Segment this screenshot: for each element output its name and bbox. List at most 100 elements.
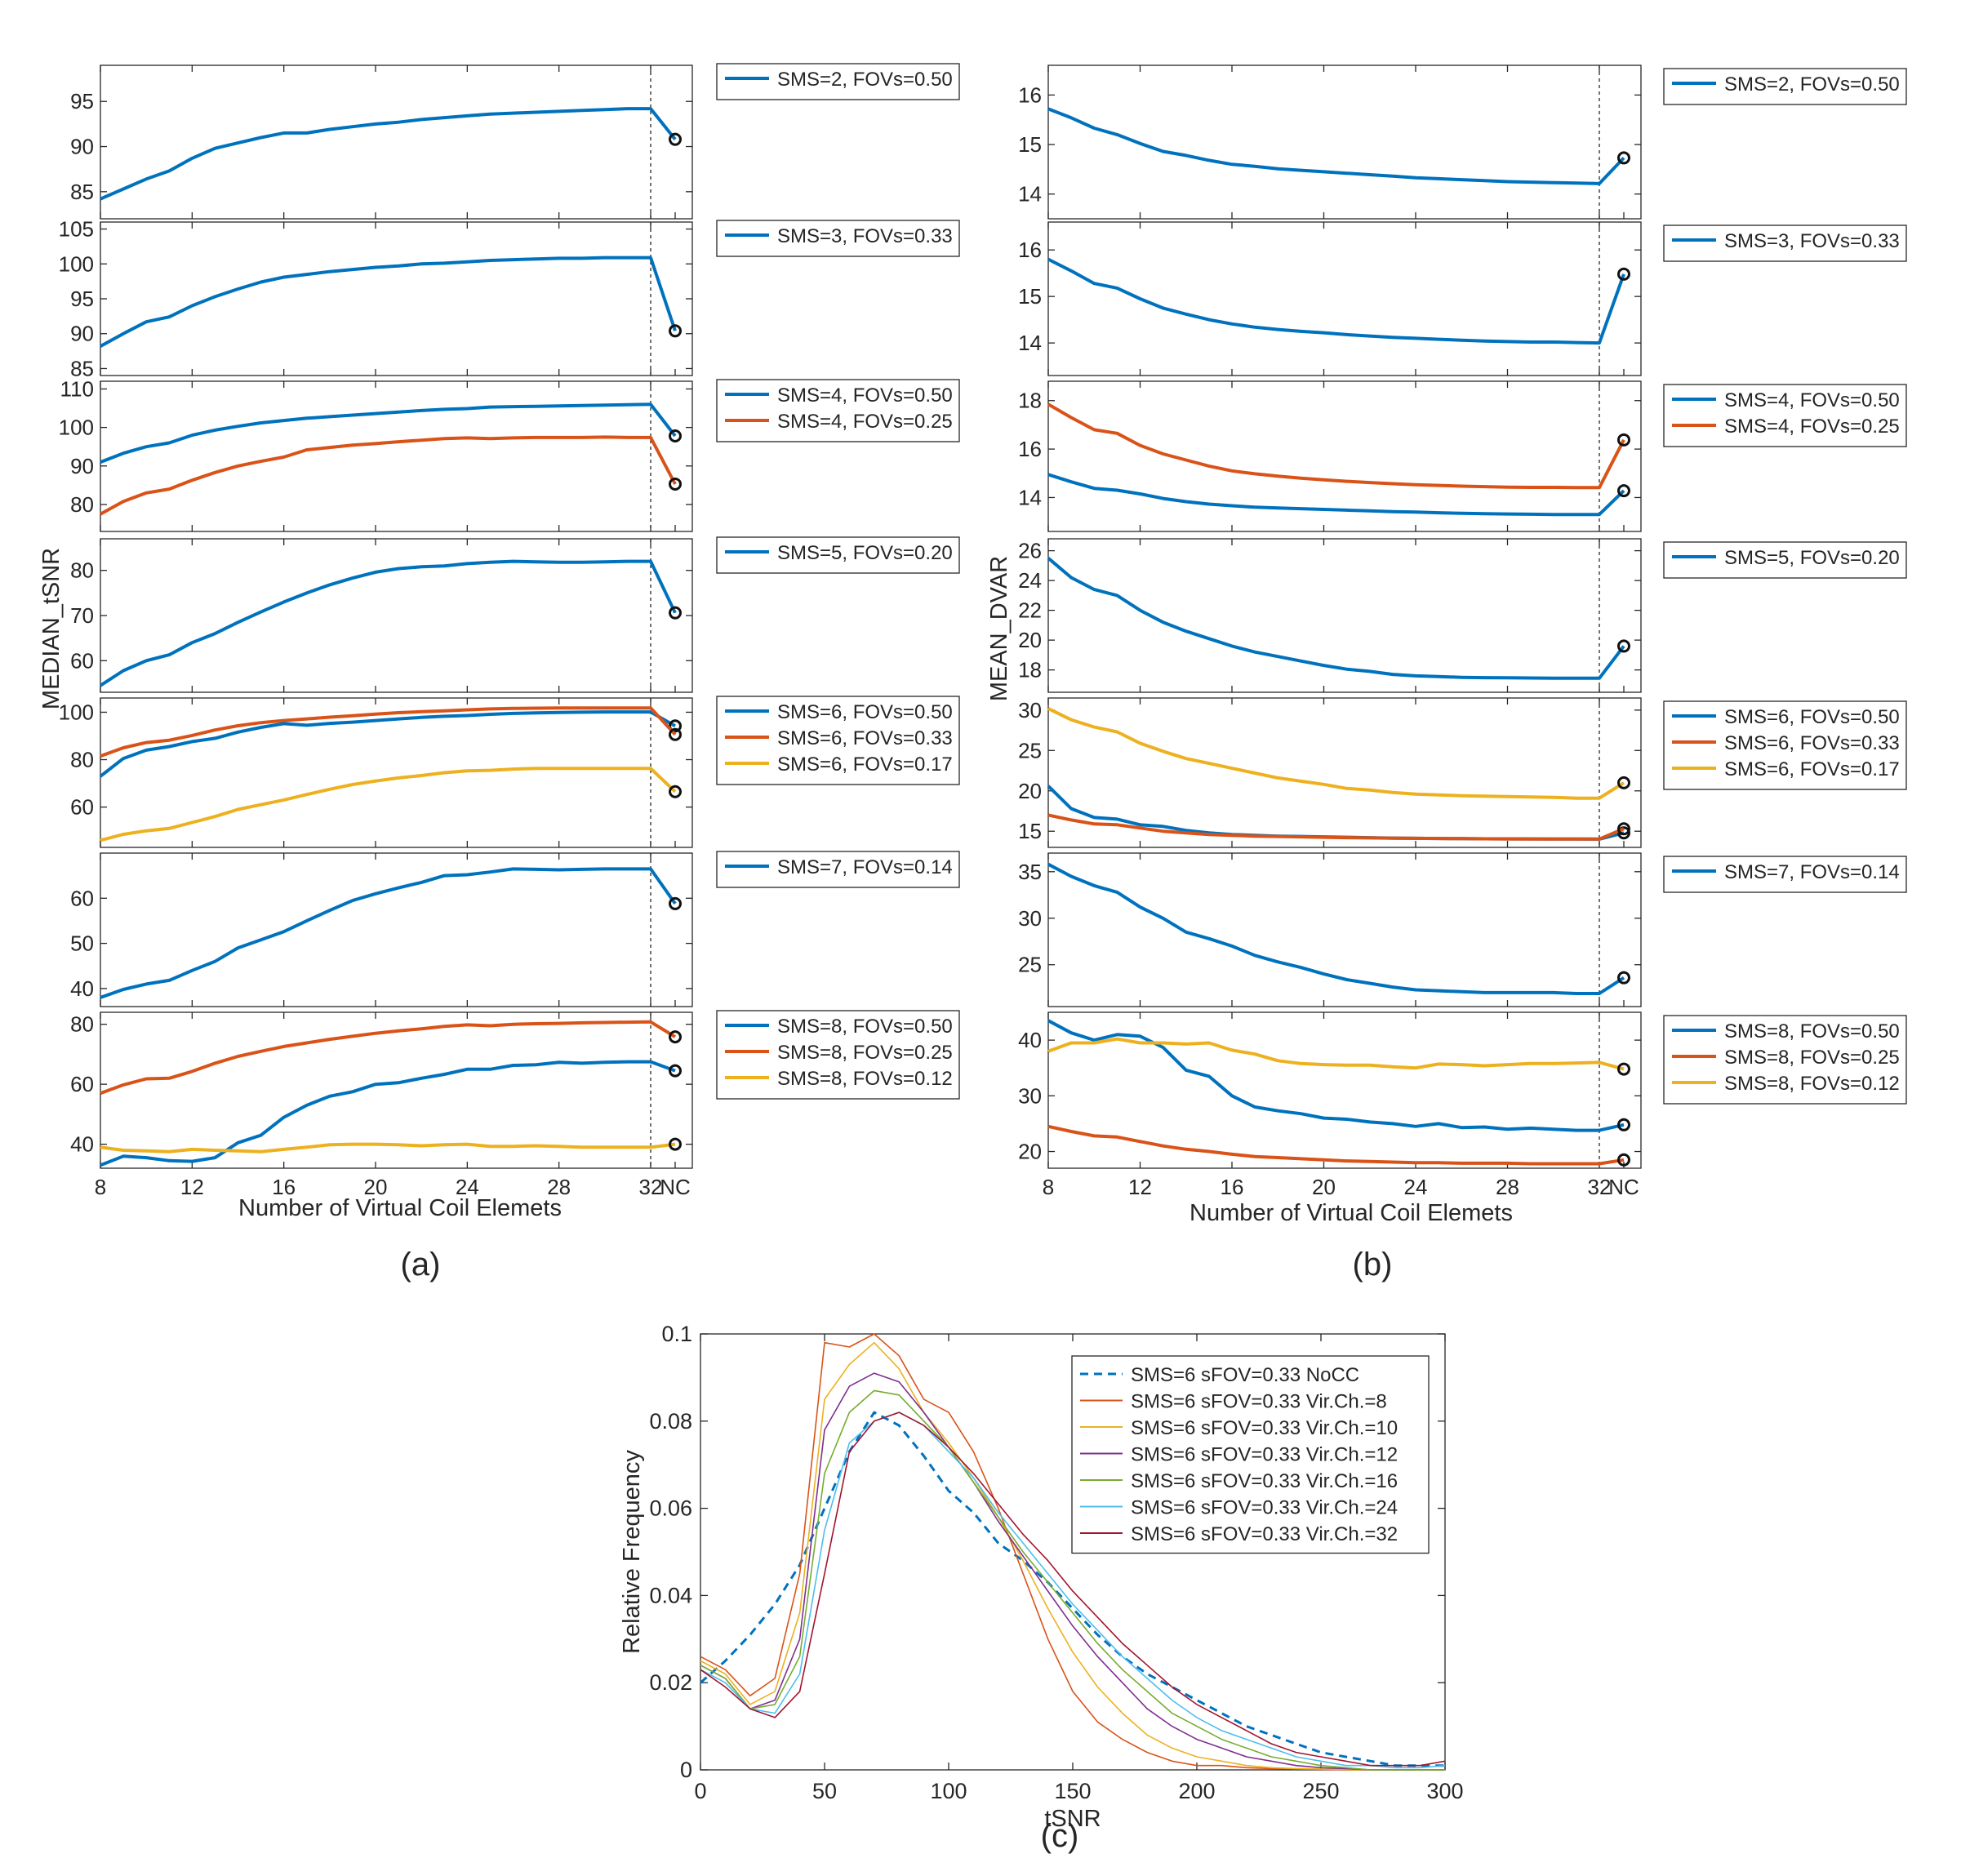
a-subplot-4-frame <box>100 538 693 693</box>
y-tick-label: 60 <box>70 886 94 910</box>
legend-label: SMS=7, FOVs=0.14 <box>1724 861 1900 883</box>
a-x-axis-label: Number of Virtual Coil Elemets <box>238 1195 562 1221</box>
a-subplot-2: 85 90 95 100 105 SMS=3, FOVs=0.33 <box>59 217 960 380</box>
b-subplot-3-frame <box>1047 380 1642 532</box>
panel-label-b: (b) <box>1353 1247 1393 1283</box>
nc-marker <box>669 727 682 741</box>
y-tick-label: 35 <box>1018 860 1042 884</box>
legend-box <box>1663 384 1907 447</box>
series-line-sms-8-fovs-0-25 <box>100 1020 677 1096</box>
nc-marker <box>669 132 682 146</box>
series-line-sms-5-fovs-0-20 <box>1047 557 1625 680</box>
c-y-tick-label: 0.06 <box>649 1496 692 1521</box>
nc-marker <box>669 719 682 733</box>
y-tick-label: 50 <box>70 931 94 956</box>
series-line-sms-4-fovs-0-50 <box>1047 473 1625 517</box>
series-line-sms-4-fovs-0-25 <box>100 435 677 516</box>
legend-label: SMS=5, FOVs=0.20 <box>777 542 953 564</box>
series-line-sms-5-fovs-0-20 <box>99 559 677 687</box>
a-subplot-4: 60 70 80 SMS=5, FOVs=0.20 <box>70 536 960 693</box>
legend-box <box>716 536 960 574</box>
y-tick-label: 15 <box>1018 819 1042 843</box>
panel-a: 85 90 95 SMS=2, FOVs=0.50 85 90 95 100 105 SMS=3,… <box>59 63 960 1199</box>
series-line-sms-7-fovs-0-14 <box>1047 862 1625 995</box>
a-subplot-1-frame <box>100 64 693 220</box>
legend-label: SMS=3, FOVs=0.33 <box>777 225 953 247</box>
panel-b: 14 15 16 SMS=2, FOVs=0.50 14 15 16 SMS=3, FOVs=… <box>1018 64 1907 1199</box>
b-subplot-5-frame <box>1047 697 1642 848</box>
y-tick-label: 20 <box>1018 779 1042 803</box>
series-line-sms-6-fovs-0-50 <box>99 710 676 778</box>
b-subplot-3: 14 16 18 SMS=4, FOVs=0.50 SMS=4, FOVs=0.25 <box>1018 380 1907 532</box>
series-line-sms-2-fovs-0-50 <box>100 107 677 201</box>
b-subplot-1-frame <box>1047 64 1642 220</box>
c-x-tick-label: 300 <box>1426 1779 1463 1803</box>
nc-marker <box>1617 822 1630 836</box>
legend-label: SMS=8, FOVs=0.25 <box>1724 1047 1900 1069</box>
series-line-sms-8-fovs-0-50 <box>100 1060 676 1167</box>
legend-box <box>716 63 960 100</box>
y-tick-label: 95 <box>70 89 94 113</box>
y-tick-label: 30 <box>1018 1083 1042 1108</box>
a-subplot-6-frame <box>100 852 693 1007</box>
c-x-axis-label: tSNR <box>1044 1806 1101 1832</box>
legend-label: SMS=2, FOVs=0.50 <box>1724 73 1900 96</box>
series-line-sms-8-fovs-0-12 <box>1047 1037 1625 1071</box>
a-subplot-7-frame <box>100 1011 693 1169</box>
series-line-sms-2-fovs-0-50 <box>1047 107 1625 185</box>
a-subplot-6: 40 50 60 SMS=7, FOVs=0.14 <box>70 851 960 1007</box>
legend-box <box>1663 856 1907 893</box>
nc-marker <box>1617 484 1630 498</box>
y-tick-label: 18 <box>1018 389 1042 413</box>
legend-label: SMS=7, FOVs=0.14 <box>777 856 953 878</box>
y-tick-label: 80 <box>70 1012 94 1037</box>
nc-marker <box>1617 826 1630 840</box>
nc-marker <box>1617 1153 1630 1167</box>
legend-label: SMS=8, FOVs=0.25 <box>777 1042 953 1064</box>
b-subplot-6-frame <box>1047 852 1642 1007</box>
y-tick-label: 60 <box>70 648 94 673</box>
b-y-axis-label: MEAN_DVAR <box>986 556 1012 701</box>
nc-marker <box>669 896 682 910</box>
nc-marker <box>669 429 682 442</box>
nc-marker <box>1617 433 1630 447</box>
y-tick-label: 100 <box>59 700 94 724</box>
legend-box <box>1663 224 1907 262</box>
y-tick-label: 14 <box>1018 182 1042 207</box>
y-tick-label: 24 <box>1018 568 1042 593</box>
nc-marker <box>669 477 682 491</box>
legend-label: SMS=6, FOVs=0.33 <box>777 727 953 749</box>
y-tick-label: 60 <box>70 1072 94 1096</box>
c-legend-label: SMS=6 sFOV=0.33 NoCC <box>1131 1364 1359 1386</box>
legend-label: SMS=8, FOVs=0.12 <box>1724 1073 1900 1095</box>
y-tick-label: 16 <box>1018 437 1042 461</box>
c-x-tick-label: 150 <box>1054 1779 1091 1803</box>
series-line-sms-6-fovs-0-17 <box>1047 707 1625 800</box>
nc-marker <box>1617 776 1630 789</box>
legend-label: SMS=6, FOVs=0.17 <box>777 754 953 776</box>
legend-label: SMS=4, FOVs=0.25 <box>1724 416 1900 438</box>
series-line-sms-7-fovs-0-14 <box>100 867 677 999</box>
c-series-line-sms-6-sfov-0-33-vir-ch-12 <box>700 1372 1445 1771</box>
y-tick-label: 80 <box>70 748 94 772</box>
y-tick-label: 90 <box>70 135 94 159</box>
series-line-sms-4-fovs-0-25 <box>1047 402 1625 490</box>
a-subplot-5: 60 80 100 SMS=6, FOVs=0.50 SMS=6, FOVs=0.33 S… <box>59 696 960 848</box>
series-line-sms-3-fovs-0-33 <box>100 256 677 348</box>
y-tick-label: 30 <box>1018 906 1042 931</box>
c-legend-label: SMS=6 sFOV=0.33 Vir.Ch.=16 <box>1131 1470 1398 1492</box>
y-tick-label: 80 <box>70 492 94 517</box>
legend-box <box>1663 68 1907 105</box>
c-legend-label: SMS=6 sFOV=0.33 Vir.Ch.=12 <box>1131 1444 1398 1466</box>
nc-marker <box>669 324 682 338</box>
y-tick-label: 105 <box>59 217 94 242</box>
c-series-line-sms-6-sfov-0-33-vir-ch-24 <box>700 1411 1446 1769</box>
c-legend-label: SMS=6 sFOV=0.33 Vir.Ch.=10 <box>1131 1417 1398 1439</box>
y-tick-label: 90 <box>70 322 94 346</box>
x-tick-label: 12 <box>180 1175 204 1199</box>
series-line-sms-4-fovs-0-50 <box>100 402 677 464</box>
nc-marker <box>669 1064 682 1078</box>
y-tick-label: 30 <box>1018 698 1042 722</box>
x-tick-label: 8 <box>95 1175 106 1199</box>
y-tick-label: 40 <box>70 1132 94 1157</box>
